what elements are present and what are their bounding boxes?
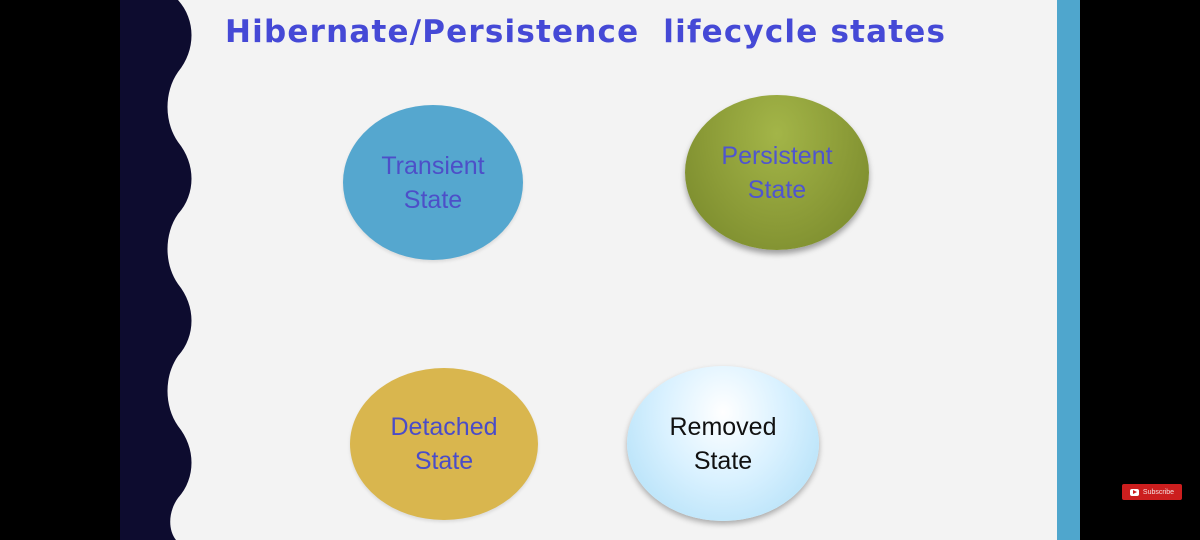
removed-state-node: Removed State xyxy=(627,366,819,521)
persistent-state-label: Persistent State xyxy=(721,141,833,204)
subscribe-button[interactable]: Subscribe xyxy=(1122,484,1182,500)
transient-state-label: Transient State xyxy=(381,151,485,214)
decorative-wave-band xyxy=(120,0,192,540)
youtube-play-icon xyxy=(1129,488,1139,496)
detached-state-node: Detached State xyxy=(350,368,538,520)
transient-state-node: Transient State xyxy=(343,105,523,260)
slide: Hibernate/Persistence lifecycle states T… xyxy=(120,0,1080,540)
persistent-state-node: Persistent State xyxy=(685,95,869,250)
decorative-right-bar xyxy=(1057,0,1080,540)
subscribe-label: Subscribe xyxy=(1142,488,1175,496)
removed-state-label: Removed State xyxy=(669,412,777,475)
slide-title: Hibernate/Persistence lifecycle states xyxy=(225,14,947,50)
detached-state-label: Detached State xyxy=(390,413,498,475)
